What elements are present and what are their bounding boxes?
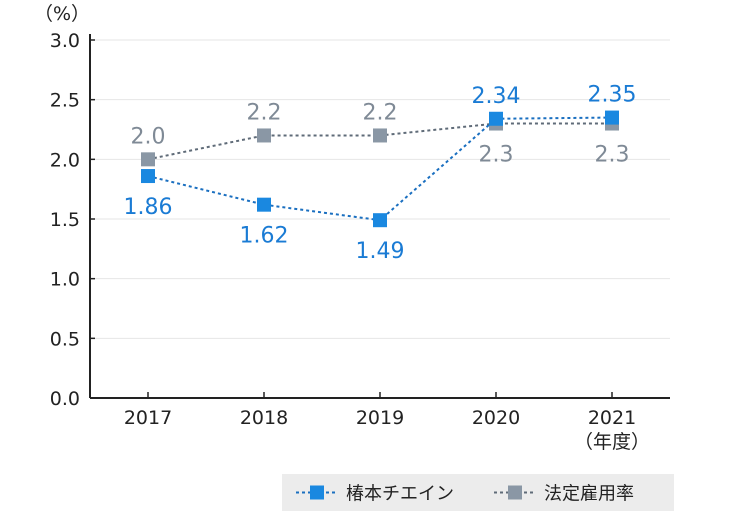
data-point-marker <box>373 213 387 228</box>
data-point-marker <box>257 128 271 143</box>
data-label: 2.0 <box>131 124 166 149</box>
data-label: 1.49 <box>356 239 405 264</box>
y-tick-label: 3.0 <box>50 30 80 52</box>
data-point-marker <box>373 128 387 143</box>
legend-item-0: 椿本チエイン <box>296 484 454 505</box>
y-tick-label: 2.5 <box>50 90 80 112</box>
y-axis-unit-label: （%） <box>34 3 90 25</box>
data-label: 1.62 <box>240 224 289 249</box>
y-tick-label: 2.0 <box>50 149 80 171</box>
series-layer: 1.86 1.62 1.49 2.34 2.35 2.0 2.2 2.2 2.3 2.3 <box>124 83 637 265</box>
series-0 <box>141 110 619 228</box>
data-labels-1: 2.0 2.2 2.2 2.3 2.3 <box>131 100 630 167</box>
y-tick-label: 1.5 <box>50 209 80 231</box>
legend: 椿本チエイン 法定雇用率 <box>282 474 674 511</box>
data-label: 2.3 <box>479 143 514 168</box>
data-label: 2.2 <box>363 100 398 125</box>
y-tick-label: 0.5 <box>50 328 80 350</box>
legend-item-1: 法定雇用率 <box>494 484 634 505</box>
data-label: 1.86 <box>124 195 173 220</box>
data-label: 2.3 <box>595 143 630 168</box>
y-tick-label: 0.0 <box>50 388 80 410</box>
data-label: 2.2 <box>247 100 282 125</box>
legend-marker <box>508 485 522 500</box>
data-label: 2.34 <box>472 84 521 109</box>
x-tick-label: 2021 <box>588 407 636 429</box>
data-labels-0: 1.86 1.62 1.49 2.34 2.35 <box>124 83 637 265</box>
data-point-marker <box>141 169 155 184</box>
y-axis-ticks: 0.0 0.5 1.0 1.5 2.0 2.5 3.0 <box>50 30 95 410</box>
legend-label: 法定雇用率 <box>544 484 634 505</box>
data-point-marker <box>489 111 503 126</box>
x-tick-label: 2019 <box>356 407 404 429</box>
y-tick-label: 1.0 <box>50 269 80 291</box>
x-tick-label: 2020 <box>472 407 520 429</box>
x-axis-ticks: 2017 2018 2019 2020 2021 <box>124 392 636 429</box>
x-tick-label: 2017 <box>124 407 172 429</box>
x-axis-unit-label: （年度） <box>574 431 650 453</box>
legend-items: 椿本チエイン 法定雇用率 <box>296 484 634 505</box>
data-point-marker <box>605 110 619 125</box>
x-tick-label: 2018 <box>240 407 288 429</box>
legend-background <box>282 474 674 511</box>
data-point-marker <box>141 152 155 167</box>
data-label: 2.35 <box>588 83 637 108</box>
grid-lines <box>90 39 670 339</box>
legend-marker <box>310 485 324 500</box>
legend-label: 椿本チエイン <box>346 484 454 505</box>
data-point-marker <box>257 197 271 212</box>
